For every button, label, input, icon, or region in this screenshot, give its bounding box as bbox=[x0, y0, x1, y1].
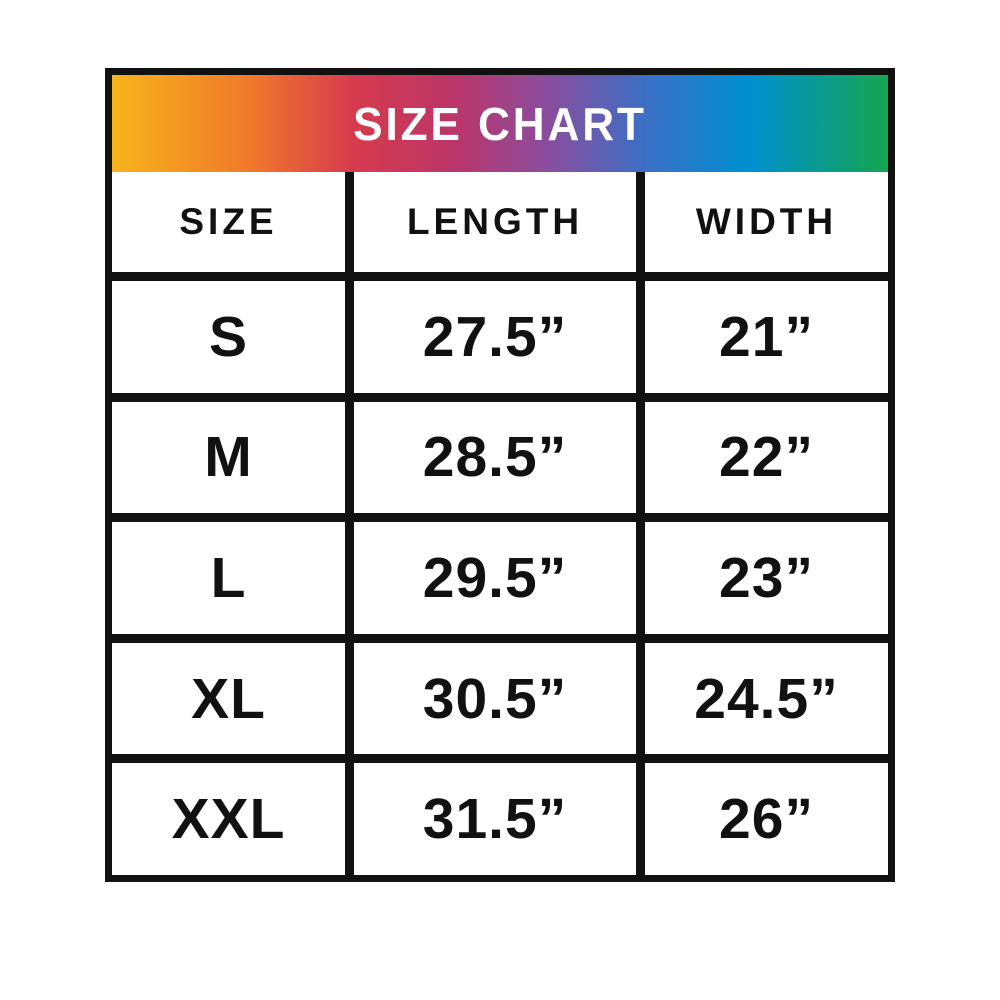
column-header-width: WIDTH bbox=[645, 172, 888, 272]
cell-width-m: 22” bbox=[645, 401, 888, 514]
cell-width-xl: 24.5” bbox=[645, 642, 888, 755]
cell-length-s: 27.5” bbox=[354, 281, 636, 393]
size-chart-header-band: SIZE CHART bbox=[112, 75, 888, 172]
cell-size-xl: XL bbox=[112, 642, 345, 755]
cell-length-m: 28.5” bbox=[354, 401, 636, 514]
cell-length-xl: 30.5” bbox=[354, 642, 636, 755]
cell-size-l: L bbox=[112, 522, 345, 634]
size-table-grid: SIZE LENGTH WIDTH S 27.5” 21” M 28.5” 22… bbox=[112, 172, 888, 875]
cell-length-xxl: 31.5” bbox=[354, 763, 636, 875]
size-chart-title: SIZE CHART bbox=[353, 97, 647, 150]
cell-width-l: 23” bbox=[645, 522, 888, 634]
column-header-size: SIZE bbox=[112, 172, 345, 272]
cell-width-s: 21” bbox=[645, 281, 888, 393]
cell-size-m: M bbox=[112, 401, 345, 514]
cell-length-l: 29.5” bbox=[354, 522, 636, 634]
cell-width-xxl: 26” bbox=[645, 763, 888, 875]
size-chart-table: SIZE CHART SIZE LENGTH WIDTH S 27.5” 21”… bbox=[105, 68, 895, 882]
column-header-length: LENGTH bbox=[354, 172, 636, 272]
cell-size-s: S bbox=[112, 281, 345, 393]
cell-size-xxl: XXL bbox=[112, 763, 345, 875]
